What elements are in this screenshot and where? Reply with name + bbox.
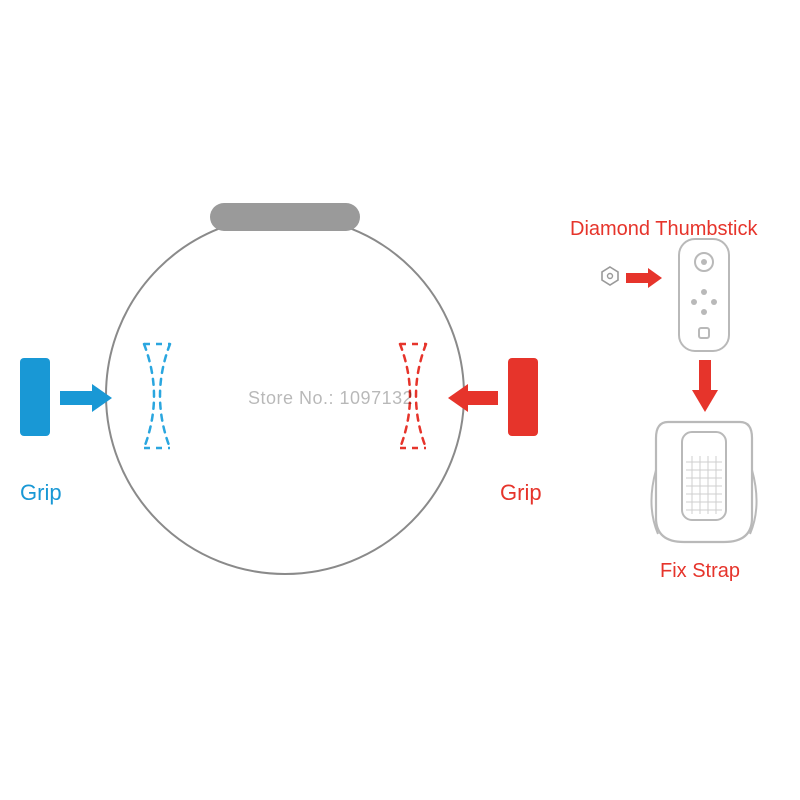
grip-left [20,358,50,436]
label-fix-strap: Fix Strap [660,560,740,583]
ring-slot-right [392,340,440,452]
label-grip-right: Grip [500,480,542,506]
ring-top-cap [210,203,360,231]
arrow-right-in [448,384,498,412]
arrow-controller-to-strap [692,360,718,417]
thumbstick-hex-icon [600,266,620,291]
grip-right [508,358,538,436]
leg-strap-outline [648,414,760,555]
arrow-left-in [60,384,112,412]
diagram-stage: Grip Grip Diamond Thumbstick [0,0,800,800]
label-grip-left: Grip [20,480,62,506]
arrow-hex-to-controller [626,268,662,288]
ring-slot-left [130,340,178,452]
controller-outline [676,236,732,359]
